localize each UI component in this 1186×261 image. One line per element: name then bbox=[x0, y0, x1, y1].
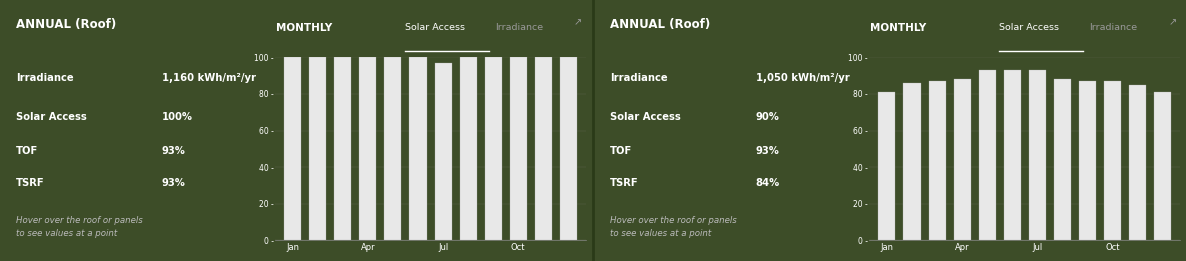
Bar bbox=[1154, 92, 1171, 240]
Text: ↗: ↗ bbox=[574, 17, 582, 28]
Bar bbox=[929, 81, 945, 240]
Text: 93%: 93% bbox=[161, 146, 185, 156]
Text: 93%: 93% bbox=[161, 178, 185, 188]
Bar bbox=[904, 83, 920, 240]
Bar bbox=[310, 57, 326, 240]
Bar bbox=[560, 57, 576, 240]
Bar bbox=[384, 57, 402, 240]
Bar bbox=[510, 57, 527, 240]
Text: MONTHLY: MONTHLY bbox=[275, 22, 332, 33]
Text: TSRF: TSRF bbox=[611, 178, 639, 188]
Bar bbox=[954, 79, 970, 240]
Bar bbox=[978, 70, 996, 240]
Text: MONTHLY: MONTHLY bbox=[869, 22, 926, 33]
Text: 84%: 84% bbox=[755, 178, 780, 188]
Text: ↗: ↗ bbox=[1168, 17, 1177, 28]
Text: Irradiance: Irradiance bbox=[495, 23, 543, 32]
Bar bbox=[460, 57, 477, 240]
Bar bbox=[1104, 81, 1121, 240]
Text: ANNUAL (Roof): ANNUAL (Roof) bbox=[611, 18, 710, 31]
Bar bbox=[535, 57, 551, 240]
Text: Hover over the roof or panels
to see values at a point: Hover over the roof or panels to see val… bbox=[611, 216, 737, 238]
Text: Irradiance: Irradiance bbox=[1089, 23, 1137, 32]
Text: 100%: 100% bbox=[161, 112, 192, 122]
Bar bbox=[1079, 81, 1096, 240]
Bar bbox=[1028, 70, 1046, 240]
Text: Solar Access: Solar Access bbox=[999, 23, 1059, 32]
Text: Hover over the roof or panels
to see values at a point: Hover over the roof or panels to see val… bbox=[17, 216, 142, 238]
Bar bbox=[409, 57, 427, 240]
Text: Solar Access: Solar Access bbox=[17, 112, 87, 122]
Text: TOF: TOF bbox=[17, 146, 38, 156]
Bar bbox=[1003, 70, 1021, 240]
Text: TSRF: TSRF bbox=[17, 178, 45, 188]
Bar bbox=[1129, 85, 1146, 240]
Bar bbox=[434, 63, 452, 240]
Text: Solar Access: Solar Access bbox=[611, 112, 681, 122]
Text: Solar Access: Solar Access bbox=[404, 23, 465, 32]
Bar bbox=[285, 57, 301, 240]
Bar bbox=[485, 57, 502, 240]
Text: 1,050 kWh/m²/yr: 1,050 kWh/m²/yr bbox=[755, 73, 849, 83]
Text: Irradiance: Irradiance bbox=[17, 73, 74, 83]
Text: 90%: 90% bbox=[755, 112, 779, 122]
Bar bbox=[359, 57, 376, 240]
Text: Irradiance: Irradiance bbox=[611, 73, 668, 83]
Text: ANNUAL (Roof): ANNUAL (Roof) bbox=[17, 18, 116, 31]
Bar bbox=[334, 57, 351, 240]
Text: 1,160 kWh/m²/yr: 1,160 kWh/m²/yr bbox=[161, 73, 255, 83]
Text: TOF: TOF bbox=[611, 146, 632, 156]
Text: 93%: 93% bbox=[755, 146, 779, 156]
Bar bbox=[879, 92, 895, 240]
Bar bbox=[1054, 79, 1071, 240]
